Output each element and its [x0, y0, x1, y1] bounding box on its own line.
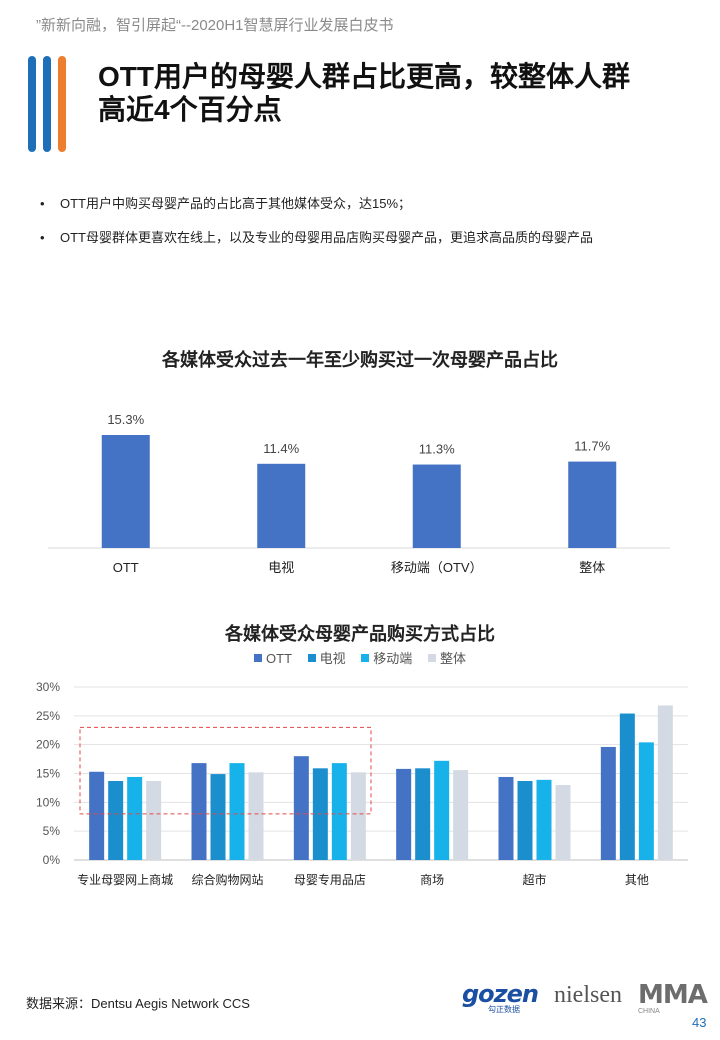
- chart2-category-label: 超市: [522, 872, 546, 887]
- chart2-y-tick-label: 25%: [36, 709, 60, 723]
- chart1-category-label: OTT: [113, 560, 139, 575]
- bullet-dot-icon: •: [40, 196, 45, 211]
- chart2-bar: [415, 768, 431, 860]
- chart2-bar: [108, 780, 124, 860]
- accent-bar: [28, 56, 36, 152]
- legend-swatch: [254, 654, 263, 662]
- chart2-bar: [434, 760, 450, 860]
- chart2-y-tick-label: 30%: [36, 680, 60, 694]
- legend-swatch: [307, 654, 316, 662]
- chart2-category-label: 其他: [625, 873, 649, 887]
- legend-swatch: [361, 654, 370, 662]
- chart2-bar: [229, 763, 245, 860]
- title-accent-bars: [28, 56, 78, 152]
- chart1-bar: [101, 435, 150, 548]
- legend-item: 移动端: [361, 648, 412, 667]
- chart1-svg: 15.3% OTT 11.4% 电视 11.3% 移动端（OTV） 11.7% 整体: [48, 412, 670, 575]
- chart2-bar: [396, 768, 412, 860]
- chart2-bar: [536, 779, 552, 860]
- chart2-y-tick-label: 15%: [36, 767, 60, 781]
- chart2-bar: [600, 746, 616, 860]
- gozen-logo: gozen: [462, 980, 539, 1008]
- chart1-data-label: 11.3%: [419, 442, 455, 457]
- chart2-bar: [453, 770, 469, 860]
- chart2-y-tick-label: 20%: [36, 738, 60, 752]
- chart1-bar: [412, 464, 461, 548]
- chart1-category-label: 整体: [579, 560, 605, 575]
- mma-logo: MMA: [638, 980, 708, 1010]
- legend-label: 电视: [319, 651, 346, 666]
- bullet-item: • OTT用户中购买母婴产品的占比高于其他媒体受众，达15%；: [40, 196, 690, 212]
- chart2-bar: [210, 774, 226, 860]
- bullet-text: OTT用户中购买母婴产品的占比高于其他媒体受众，达15%；: [60, 196, 412, 211]
- chart1-bar: [568, 461, 617, 548]
- partner-logos: gozen 勾正数据 nielsen MMA CHINA: [462, 980, 712, 1020]
- chart2-y-tick-label: 0%: [43, 853, 61, 867]
- page-number: 43: [692, 1015, 707, 1030]
- mma-logo-sub: CHINA: [638, 1008, 660, 1015]
- chart1-bar: [257, 463, 306, 548]
- page-title: OTT用户的母婴人群占比更高，较整体人群 高近4个百分点: [98, 60, 688, 126]
- chart2-bar: [657, 705, 673, 860]
- legend-item: 电视: [307, 648, 346, 667]
- chart2-bar: [619, 713, 635, 860]
- chart2-bar: [89, 771, 105, 860]
- bullet-text: OTT母婴群体更喜欢在线上，以及专业的母婴用品店购买母婴产品，更追求高品质的母婴…: [60, 230, 593, 245]
- chart2-y-tick-label: 10%: [36, 795, 60, 809]
- chart1-data-label: 11.7%: [574, 439, 610, 454]
- chart2-bar: [350, 772, 366, 860]
- accent-bar: [43, 56, 51, 152]
- chart1-category-label: 移动端（OTV）: [391, 560, 483, 575]
- chart2-category-label: 母婴专用品店: [294, 872, 366, 887]
- chart2-bar: [638, 742, 654, 860]
- nielsen-logo: nielsen: [554, 982, 622, 1008]
- legend-label: 整体: [439, 651, 466, 666]
- chart2-category-label: 专业母婴网上商城: [77, 872, 173, 887]
- bullet-dot-icon: •: [40, 230, 45, 245]
- chart2-bar: [517, 780, 533, 860]
- chart2-legend: OTT 电视 移动端 整体: [0, 648, 720, 667]
- chart2-title: 各媒体受众母婴产品购买方式占比: [225, 624, 495, 644]
- page-title-line-2: 高近4个百分点: [98, 94, 282, 125]
- chart2-bar: [248, 772, 264, 860]
- gozen-logo-sub: 勾正数据: [488, 1005, 520, 1014]
- chart2-bar: [191, 763, 207, 860]
- legend-item: 整体: [427, 648, 466, 667]
- chart1-category-label: 电视: [268, 560, 294, 575]
- chart2-category-label: 商场: [420, 872, 444, 887]
- chart2-bar: [127, 776, 143, 860]
- chart2-bar: [498, 776, 514, 860]
- chart2-category-label: 综合购物网站: [191, 872, 263, 887]
- chart2-bar: [555, 785, 571, 860]
- legend-item: OTT: [254, 651, 292, 666]
- chart2-y-tick-label: 5%: [43, 824, 61, 838]
- accent-bar: [58, 56, 66, 152]
- legend-label: OTT: [266, 651, 293, 666]
- chart2-bar: [146, 780, 162, 860]
- chart1-data-label: 15.3%: [107, 412, 144, 427]
- header-tag: ”新新向融，智引屏起“--2020H1智慧屏行业发展白皮书: [36, 17, 394, 34]
- bullet-item: • OTT母婴群体更喜欢在线上，以及专业的母婴用品店购买母婴产品，更追求高品质的母…: [40, 230, 690, 246]
- chart1-data-label: 11.4%: [263, 441, 299, 456]
- chart2-bar: [293, 756, 309, 860]
- legend-swatch: [427, 654, 436, 662]
- bullet-list: • OTT用户中购买母婴产品的占比高于其他媒体受众，达15%； • OTT母婴群体更…: [40, 196, 690, 264]
- page-title-line-1: OTT用户的母婴人群占比更高，较整体人群: [98, 61, 630, 92]
- legend-label: 移动端: [373, 651, 413, 666]
- data-source: 数据来源：Dentsu Aegis Network CCS: [26, 996, 250, 1011]
- chart1-title: 各媒体受众过去一年至少购买过一次母婴产品占比: [162, 350, 558, 370]
- chart2-bar: [331, 763, 347, 860]
